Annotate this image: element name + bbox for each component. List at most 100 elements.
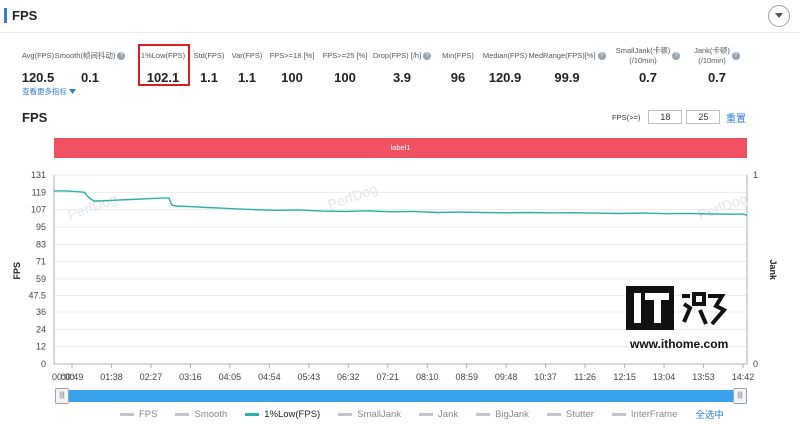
ithome-watermark-logo: www.ithome.com bbox=[626, 286, 728, 351]
section-header: FPS bbox=[0, 0, 800, 32]
metric-label: Std(FPS) bbox=[169, 46, 249, 66]
metric-item: Std(FPS) 1.1 bbox=[169, 46, 249, 85]
x-tick-label: 04:54 bbox=[258, 372, 281, 382]
legend-label: SmallJank bbox=[357, 408, 402, 420]
select-all-button[interactable]: 全选中 bbox=[695, 410, 724, 421]
y-tick-label: 107 bbox=[31, 205, 46, 215]
metric-label: SmallJank(卡顿) (/10min)? bbox=[608, 46, 688, 66]
metric-value: 0.7 bbox=[638, 70, 658, 85]
legend-item[interactable]: 1%Low(FPS) bbox=[245, 407, 320, 421]
metric-value: 0.7 bbox=[707, 70, 727, 85]
help-icon[interactable]: ? bbox=[731, 52, 740, 60]
x-tick-label: 03:16 bbox=[179, 372, 202, 382]
metric-value: 120.9 bbox=[488, 70, 522, 85]
chart-legend: FPS Smooth 1%Low(FPS) SmallJank Jank BigJank S… bbox=[120, 407, 724, 421]
legend-swatch-icon bbox=[120, 412, 134, 416]
y-tick-label: 95 bbox=[36, 222, 46, 232]
metric-value: 96 bbox=[450, 70, 466, 85]
metric-value: 1.1 bbox=[199, 70, 219, 85]
legend-item[interactable]: Smooth bbox=[175, 407, 227, 421]
legend-item[interactable]: BigJank bbox=[476, 407, 529, 421]
metric-value: 102.1 bbox=[146, 70, 180, 85]
y-tick-label: 36 bbox=[36, 307, 46, 317]
x-tick-label: 10:37 bbox=[534, 372, 557, 382]
reset-button[interactable]: 重置 bbox=[726, 114, 746, 125]
y-tick-label: 47.5 bbox=[28, 290, 46, 300]
legend-label: Jank bbox=[438, 408, 459, 420]
x-tick-label: 00:49 bbox=[61, 372, 84, 382]
x-tick-label: 00:00 bbox=[52, 372, 75, 382]
x-tick-label: 12:15 bbox=[613, 372, 636, 382]
metric-label: Min(FPS) bbox=[418, 46, 498, 66]
section-title: FPS bbox=[12, 8, 38, 23]
metric-label: FPS>=18 [%] bbox=[252, 46, 332, 66]
metric-label-text: FPS>=18 [%] bbox=[269, 51, 315, 60]
metric-item: Avg(FPS) 120.5 bbox=[0, 46, 78, 85]
help-icon[interactable]: ? bbox=[423, 52, 432, 60]
perfdog-watermark-text: PerfDog bbox=[66, 190, 120, 223]
metric-value: 100 bbox=[334, 70, 356, 85]
fps-threshold-input-2[interactable]: 25 bbox=[686, 110, 721, 124]
metric-label: Avg(FPS) bbox=[0, 46, 78, 66]
section-accent-bar bbox=[4, 8, 7, 23]
metric-label: 1%Low(FPS) bbox=[123, 46, 203, 66]
metric-item: Smooth(帧间抖动)? 0.1 bbox=[50, 46, 130, 85]
y-tick-label: 131 bbox=[31, 170, 46, 180]
caret-down-icon bbox=[69, 89, 76, 94]
x-tick-label: 02:27 bbox=[140, 372, 163, 382]
slider-handle-left[interactable]: ||| bbox=[55, 388, 69, 404]
metric-label-text: Jank(卡顿) (/10min) bbox=[694, 46, 730, 65]
y-tick-label: 59 bbox=[36, 274, 46, 284]
y-tick-label: 12 bbox=[36, 342, 46, 352]
metric-item: Min(FPS) 96 bbox=[418, 46, 498, 85]
metric-item: Var(FPS) 1.1 bbox=[207, 46, 287, 85]
metric-label-text: SmallJank(卡顿) (/10min) bbox=[615, 46, 671, 65]
legend-item[interactable]: SmallJank bbox=[338, 407, 401, 421]
label-bar[interactable]: label1 bbox=[54, 138, 747, 158]
fps-filter-label: FPS(>=) bbox=[612, 112, 641, 122]
more-metrics-link[interactable]: 查看更多指标 bbox=[22, 86, 76, 97]
legend-swatch-icon bbox=[175, 412, 190, 416]
metric-item: Jank(卡顿) (/10min)? 0.7 bbox=[677, 46, 757, 85]
metric-label: FPS>=25 [%] bbox=[305, 46, 385, 66]
fps-threshold-input-1[interactable]: 18 bbox=[648, 110, 683, 124]
chart-title: FPS bbox=[22, 110, 48, 125]
help-icon[interactable]: ? bbox=[672, 52, 681, 60]
legend-label: InterFrame bbox=[630, 408, 678, 420]
collapse-button[interactable] bbox=[768, 5, 790, 27]
legend-item[interactable]: InterFrame bbox=[611, 407, 678, 421]
y2-tick-label: 0 bbox=[753, 359, 758, 369]
help-icon[interactable]: ? bbox=[597, 52, 606, 60]
legend-item[interactable]: Jank bbox=[419, 407, 458, 421]
metric-value: 120.5 bbox=[21, 70, 55, 85]
metric-label-text: FPS>=25 [%] bbox=[322, 51, 368, 60]
legend-label: FPS bbox=[139, 408, 158, 420]
x-tick-label: 08:59 bbox=[455, 372, 478, 382]
x-tick-label: 06:32 bbox=[337, 372, 360, 382]
legend-item[interactable]: FPS bbox=[120, 407, 157, 421]
x-tick-label: 13:04 bbox=[653, 372, 676, 382]
metric-value: 1.1 bbox=[237, 70, 257, 85]
metric-label: MedRange(FPS)[%]? bbox=[527, 46, 607, 66]
perfdog-watermark-text: PerfDog bbox=[696, 190, 750, 223]
metric-item: 1%Low(FPS) 102.1 bbox=[123, 46, 203, 85]
metric-item: FPS>=25 [%] 100 bbox=[305, 46, 385, 85]
legend-label: Stutter bbox=[565, 408, 594, 420]
series-line-1pct-low bbox=[54, 190, 748, 217]
legend-swatch-icon bbox=[419, 412, 434, 416]
more-metrics-label: 查看更多指标 bbox=[22, 87, 67, 96]
metric-item: Drop(FPS) [/h]? 3.9 bbox=[362, 46, 442, 85]
x-tick-label: 11:26 bbox=[574, 372, 596, 382]
legend-swatch-icon bbox=[546, 412, 561, 416]
help-icon[interactable]: ? bbox=[117, 52, 126, 60]
metric-label: Jank(卡顿) (/10min)? bbox=[677, 46, 757, 66]
y2-tick-label: 1 bbox=[753, 170, 758, 180]
y-tick-label: 71 bbox=[36, 257, 46, 267]
metric-label: Smooth(帧间抖动)? bbox=[50, 46, 130, 66]
legend-item[interactable]: Stutter bbox=[546, 407, 594, 421]
time-range-slider[interactable] bbox=[56, 390, 746, 402]
header-divider bbox=[0, 32, 800, 33]
slider-handle-right[interactable]: ||| bbox=[733, 388, 747, 404]
x-tick-label: 13:53 bbox=[692, 372, 715, 382]
metric-value: 0.1 bbox=[80, 70, 100, 85]
